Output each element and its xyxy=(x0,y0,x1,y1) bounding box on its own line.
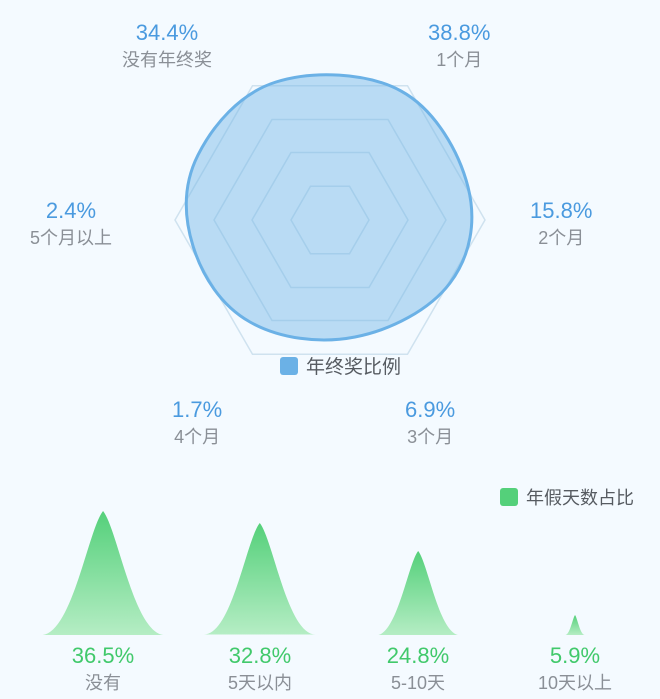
peak xyxy=(204,523,316,635)
peak-category: 5-10天 xyxy=(348,669,488,695)
peak-pct: 32.8% xyxy=(190,643,330,669)
peak xyxy=(376,551,460,635)
peak xyxy=(565,615,585,635)
peak-label: 32.8%5天以内 xyxy=(190,643,330,695)
peak-category: 10天以上 xyxy=(505,669,645,695)
peak xyxy=(41,511,165,635)
peaks-legend-text: 年假天数占比 xyxy=(526,484,634,510)
peak-category: 没有 xyxy=(33,669,173,695)
peaks-legend: 年假天数占比 xyxy=(500,484,634,510)
peak-category: 5天以内 xyxy=(190,669,330,695)
peak-label: 24.8%5-10天 xyxy=(348,643,488,695)
charts-page: { "radar_chart": { "type": "radar", "cen… xyxy=(0,0,660,699)
peak-label: 36.5%没有 xyxy=(33,643,173,695)
peak-label: 5.9%10天以上 xyxy=(505,643,645,695)
peak-pct: 5.9% xyxy=(505,643,645,669)
peak-pct: 24.8% xyxy=(348,643,488,669)
peak-pct: 36.5% xyxy=(33,643,173,669)
peaks-legend-swatch xyxy=(500,488,518,506)
peaks-chart: 36.5%没有 32.8%5天以内 24.8%5-10天 5.9%10天以上 xyxy=(0,0,660,699)
